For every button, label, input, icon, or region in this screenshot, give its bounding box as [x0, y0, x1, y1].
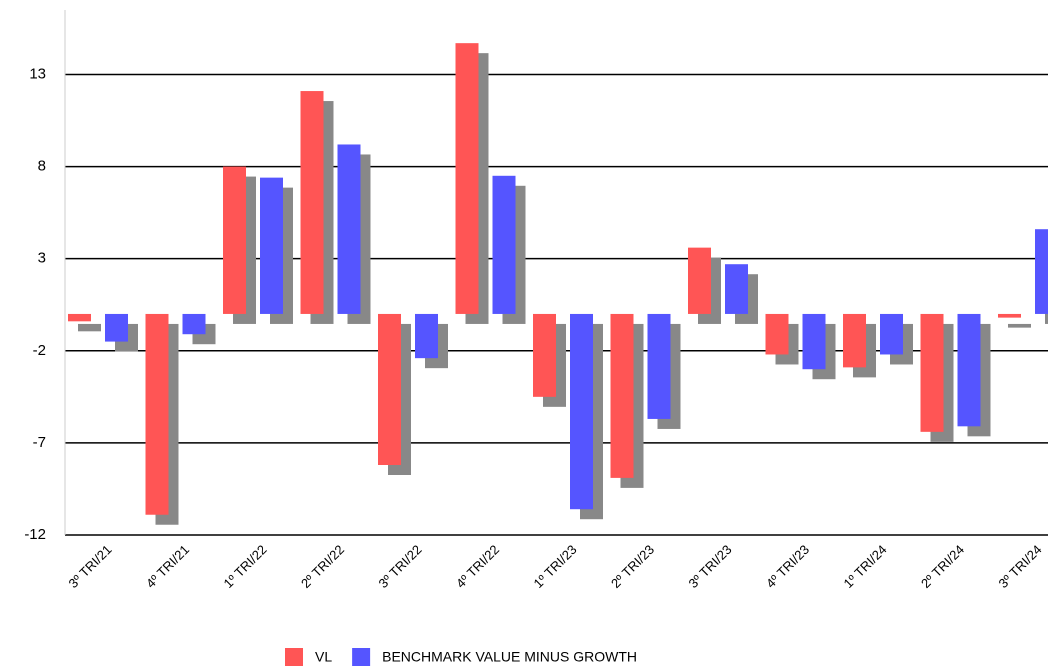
y-tick-label: -12 — [24, 526, 46, 543]
bar — [802, 313, 826, 370]
bar — [998, 313, 1021, 318]
bar — [455, 43, 479, 314]
y-tick-label: 8 — [38, 158, 46, 175]
x-tick-label: 1º TRI/24 — [840, 542, 889, 591]
bar — [610, 313, 634, 478]
legend-swatch — [352, 648, 371, 666]
bar — [260, 177, 283, 314]
bar — [223, 166, 246, 314]
bar — [300, 91, 324, 314]
bar — [880, 313, 903, 355]
bar — [105, 313, 128, 342]
bar — [920, 313, 944, 432]
bar — [492, 175, 516, 314]
bar-shadow — [1008, 323, 1031, 328]
x-tick-label: 1º TRI/22 — [220, 542, 269, 591]
x-tick-label: 1º TRI/23 — [530, 542, 579, 591]
bar — [570, 313, 593, 510]
bar — [533, 313, 556, 397]
bar — [337, 144, 361, 314]
bar-shadow — [78, 323, 101, 332]
legend-label: VL — [315, 649, 332, 665]
bar — [957, 313, 981, 427]
x-tick-label: 2º TRI/24 — [918, 542, 967, 591]
legend-swatch — [285, 648, 303, 666]
x-tick-label: 2º TRI/23 — [608, 542, 657, 591]
bar — [765, 313, 789, 355]
bar — [182, 313, 206, 335]
legend-label: BENCHMARK VALUE MINUS GROWTH — [382, 649, 637, 665]
x-tick-label: 2º TRI/22 — [298, 542, 347, 591]
x-tick-label: 3º TRI/21 — [65, 542, 114, 591]
bar — [378, 313, 401, 465]
x-tick-label: 3º TRI/24 — [995, 542, 1044, 591]
bar — [1035, 229, 1048, 314]
x-tick-label: 3º TRI/22 — [375, 542, 424, 591]
y-tick-label: 3 — [38, 250, 46, 267]
x-tick-label: 4º TRI/23 — [763, 542, 812, 591]
y-tick-label: 13 — [29, 65, 46, 82]
x-tick-label: 3º TRI/23 — [685, 542, 734, 591]
bar — [725, 264, 748, 314]
x-tick-label: 4º TRI/22 — [453, 542, 502, 591]
bar — [415, 313, 438, 359]
legend: VL BENCHMARK VALUE MINUS GROWTH — [285, 648, 637, 666]
y-tick-label: -7 — [33, 434, 46, 451]
bar — [145, 313, 169, 515]
y-tick-label: -2 — [33, 342, 46, 359]
bar — [647, 313, 671, 419]
x-tick-label: 4º TRI/21 — [143, 542, 192, 591]
bar — [843, 313, 866, 368]
bar — [68, 313, 91, 322]
bar — [688, 247, 711, 314]
